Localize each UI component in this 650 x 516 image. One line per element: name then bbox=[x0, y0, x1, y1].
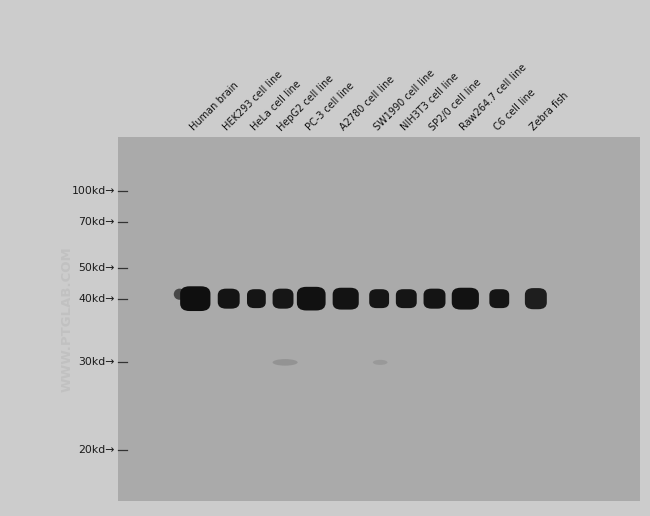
FancyBboxPatch shape bbox=[333, 288, 359, 310]
FancyBboxPatch shape bbox=[396, 289, 417, 308]
Text: 100kd→: 100kd→ bbox=[72, 186, 115, 196]
FancyBboxPatch shape bbox=[297, 287, 326, 311]
FancyBboxPatch shape bbox=[489, 289, 509, 308]
FancyBboxPatch shape bbox=[180, 286, 211, 311]
Ellipse shape bbox=[272, 359, 298, 366]
Text: SW1990 cell line: SW1990 cell line bbox=[372, 68, 437, 133]
FancyBboxPatch shape bbox=[218, 288, 240, 309]
Text: PC-3 cell line: PC-3 cell line bbox=[304, 81, 356, 133]
Text: HEK293 cell line: HEK293 cell line bbox=[222, 70, 285, 133]
FancyBboxPatch shape bbox=[247, 289, 266, 308]
Text: 20kd→: 20kd→ bbox=[79, 445, 115, 455]
Text: Raw264.7 cell line: Raw264.7 cell line bbox=[458, 62, 528, 133]
FancyBboxPatch shape bbox=[525, 288, 547, 309]
FancyBboxPatch shape bbox=[272, 288, 294, 309]
Text: WWW.PTGLAB.COM: WWW.PTGLAB.COM bbox=[60, 246, 73, 392]
Text: A2780 cell line: A2780 cell line bbox=[339, 74, 396, 133]
Text: C6 cell line: C6 cell line bbox=[492, 88, 538, 133]
FancyBboxPatch shape bbox=[118, 137, 640, 501]
FancyBboxPatch shape bbox=[369, 289, 389, 308]
Text: 70kd→: 70kd→ bbox=[79, 217, 115, 227]
Ellipse shape bbox=[174, 288, 185, 300]
FancyBboxPatch shape bbox=[424, 288, 445, 309]
Text: Zebra fish: Zebra fish bbox=[529, 90, 571, 133]
Text: SP2/0 cell line: SP2/0 cell line bbox=[428, 77, 483, 133]
Text: HepG2 cell line: HepG2 cell line bbox=[276, 73, 335, 133]
Text: 40kd→: 40kd→ bbox=[79, 294, 115, 303]
Text: 50kd→: 50kd→ bbox=[79, 263, 115, 273]
Text: 30kd→: 30kd→ bbox=[79, 358, 115, 367]
FancyBboxPatch shape bbox=[452, 288, 479, 310]
Text: HeLa cell line: HeLa cell line bbox=[250, 79, 303, 133]
Text: NIH3T3 cell line: NIH3T3 cell line bbox=[399, 71, 460, 133]
Text: Human brain: Human brain bbox=[188, 80, 240, 133]
Ellipse shape bbox=[373, 360, 387, 365]
